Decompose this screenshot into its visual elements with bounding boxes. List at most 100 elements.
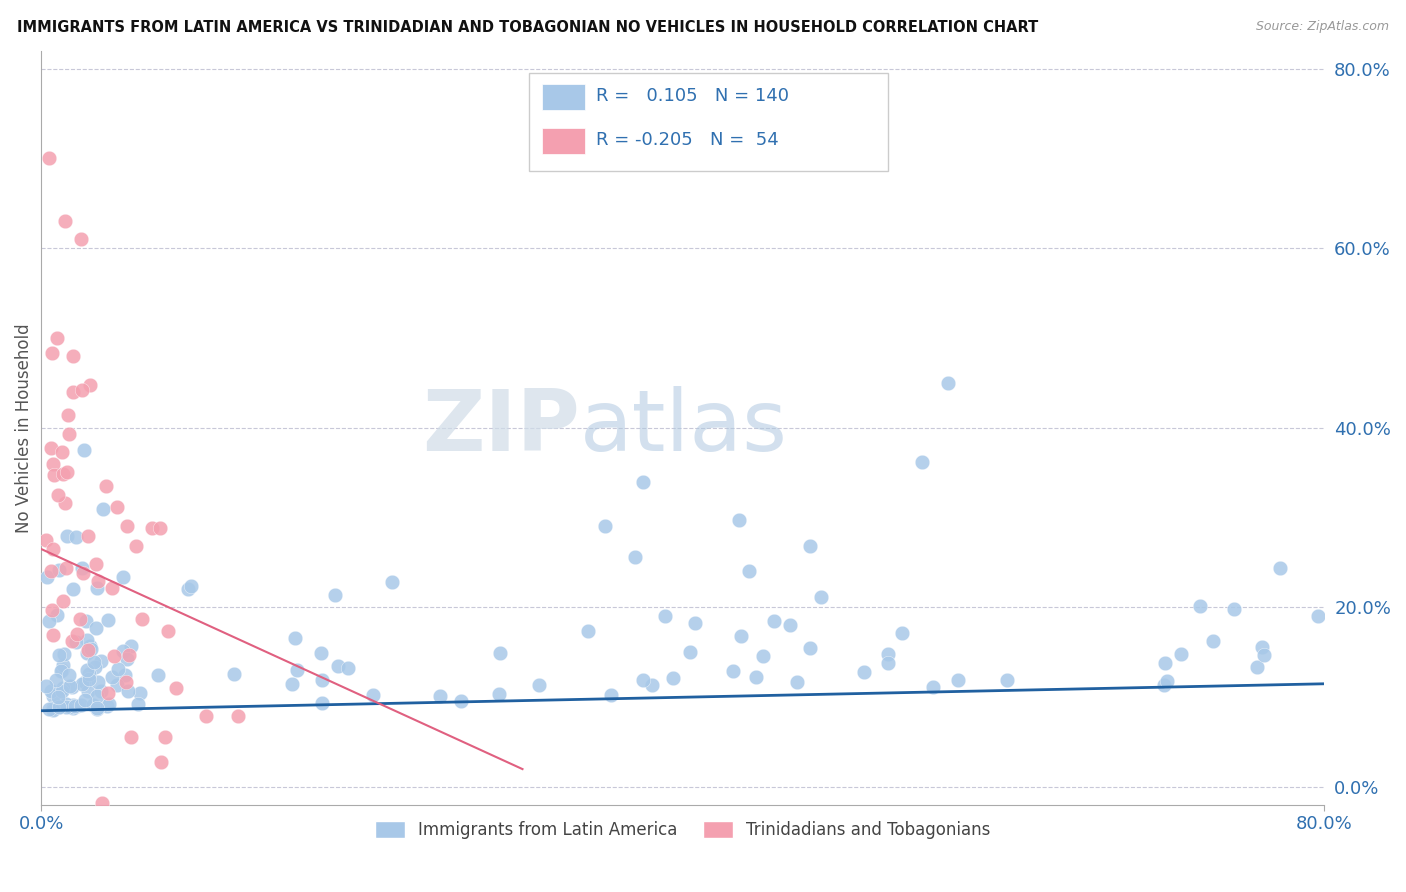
Point: [1268, 560, 1291, 574]
Point: [631, 475, 654, 489]
Point: [285, 663, 308, 677]
Point: [58, 427, 80, 442]
Point: [48, 648, 70, 662]
Point: [79, 640, 101, 654]
Point: [60, 634, 83, 648]
Point: [910, 455, 932, 469]
Point: [69, 612, 91, 626]
Point: [76, 633, 98, 648]
Point: [114, 667, 136, 681]
Point: [115, 675, 138, 690]
Point: [48, 700, 70, 714]
Point: [66, 627, 89, 641]
Point: [1251, 640, 1274, 655]
Point: [117, 648, 139, 662]
Point: [90, 796, 112, 810]
Point: [55, 466, 77, 480]
Point: [86, 582, 108, 596]
Point: [103, 648, 125, 663]
Point: [38, 152, 60, 166]
Point: [488, 646, 510, 660]
Point: [41, 346, 63, 360]
Point: [35, 570, 58, 584]
Point: [141, 521, 163, 535]
Point: [328, 659, 350, 673]
Point: [70, 232, 93, 246]
Point: [115, 652, 138, 666]
Point: [39, 564, 62, 578]
Point: [105, 678, 128, 692]
Point: [1308, 609, 1330, 624]
Text: atlas: atlas: [581, 386, 789, 469]
Point: [66, 699, 89, 714]
Point: [779, 618, 801, 632]
Point: [337, 661, 360, 675]
Point: [654, 609, 676, 624]
Point: [683, 616, 706, 631]
Point: [100, 670, 122, 684]
Point: [87, 675, 110, 690]
Point: [65, 531, 87, 545]
Point: [48, 700, 70, 714]
Point: [995, 673, 1018, 687]
Point: [877, 647, 900, 661]
Point: [112, 644, 135, 658]
Point: [59, 679, 82, 693]
Point: [129, 685, 152, 699]
Point: [786, 675, 808, 690]
Point: [852, 665, 875, 679]
Point: [59, 699, 82, 714]
Point: [165, 681, 187, 696]
Point: [131, 612, 153, 626]
Point: [195, 709, 218, 723]
Point: [921, 680, 943, 694]
Point: [42, 703, 65, 717]
Point: [890, 626, 912, 640]
Point: [90, 683, 112, 698]
Point: [86, 702, 108, 716]
Point: [76, 529, 98, 543]
Point: [79, 378, 101, 392]
Point: [83, 660, 105, 674]
Point: [84, 621, 107, 635]
Point: [309, 646, 332, 660]
Point: [73, 675, 96, 690]
Point: [679, 645, 702, 659]
Point: [87, 574, 110, 588]
Point: [72, 566, 94, 580]
Point: [42, 467, 65, 482]
Point: [55, 699, 77, 714]
Point: [73, 443, 96, 458]
Point: [101, 582, 124, 596]
FancyBboxPatch shape: [541, 84, 585, 110]
Point: [51, 445, 73, 459]
Point: [41, 603, 63, 617]
Point: [80, 642, 103, 657]
Point: [488, 687, 510, 701]
Point: [70, 383, 93, 397]
Point: [46, 331, 69, 345]
Point: [381, 575, 404, 590]
Text: IMMIGRANTS FROM LATIN AMERICA VS TRINIDADIAN AND TOBAGONIAN NO VEHICLES IN HOUSE: IMMIGRANTS FROM LATIN AMERICA VS TRINIDA…: [17, 20, 1038, 35]
Point: [51, 658, 73, 673]
Point: [70, 698, 93, 712]
Point: [180, 579, 202, 593]
Point: [146, 668, 169, 682]
Point: [120, 730, 142, 744]
Point: [46, 488, 69, 502]
Point: [721, 664, 744, 678]
Point: [98, 697, 121, 711]
Point: [51, 663, 73, 677]
Point: [284, 631, 307, 645]
Point: [53, 496, 76, 510]
Point: [38, 702, 60, 716]
Point: [41, 441, 63, 455]
Point: [94, 479, 117, 493]
Legend: Immigrants from Latin America, Trinidadians and Tobagonians: Immigrants from Latin America, Trinidadi…: [368, 814, 997, 846]
Point: [52, 594, 75, 608]
Point: [107, 662, 129, 676]
Point: [125, 540, 148, 554]
Point: [76, 663, 98, 677]
Point: [42, 458, 65, 472]
Point: [117, 684, 139, 698]
